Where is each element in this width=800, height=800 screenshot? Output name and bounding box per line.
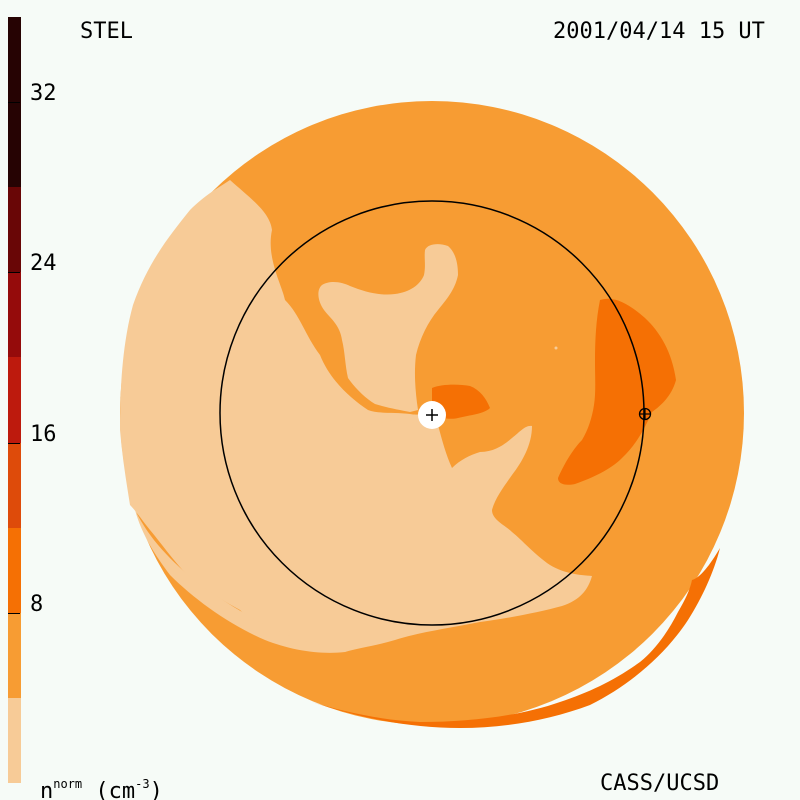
units-close: ) <box>149 779 163 800</box>
colorbar-segment <box>8 187 21 273</box>
low-density-finger <box>318 244 458 412</box>
colorbar-tick-label: 8 <box>30 591 44 617</box>
credit: CASS/UCSD <box>600 771 720 796</box>
low-density-region-left <box>120 180 592 652</box>
colorbar-tick <box>8 102 20 104</box>
colorbar-tick-label: 16 <box>30 421 57 447</box>
colorbar-tick <box>8 442 20 444</box>
high-density-rim-bottom <box>312 548 720 728</box>
colorbar-segment <box>8 697 21 783</box>
earth-orbit-circle <box>219 200 645 626</box>
colorbar-segment <box>8 272 21 358</box>
units-label: nnorm (cm-3) <box>40 772 163 800</box>
units-rest: (cm <box>82 779 136 800</box>
timestamp: 2001/04/14 15 UT <box>553 19 765 44</box>
units-sup: norm <box>53 777 83 791</box>
speck <box>554 346 558 350</box>
high-density-region-center <box>432 384 490 419</box>
colorbar-tick-label: 32 <box>30 81 57 107</box>
high-density-region-right <box>558 298 676 485</box>
colorbar-tick-label: 24 <box>30 251 57 277</box>
units-n: n <box>40 779 54 800</box>
low-density-strip <box>350 416 422 430</box>
colorbar <box>8 17 21 783</box>
colorbar-segment <box>8 357 21 443</box>
units-exp: -3 <box>135 777 150 791</box>
colorbar-tick <box>8 612 20 614</box>
colorbar-segment <box>8 612 21 698</box>
colorbar-tick <box>8 272 20 274</box>
sun-center-plus-icon <box>418 401 446 429</box>
colorbar-segment <box>8 527 21 613</box>
colorbar-segment <box>8 442 21 528</box>
label-left: STEL <box>80 19 133 44</box>
low-density-region-bottom <box>135 510 346 653</box>
earth-circle-plus-icon <box>638 407 652 421</box>
